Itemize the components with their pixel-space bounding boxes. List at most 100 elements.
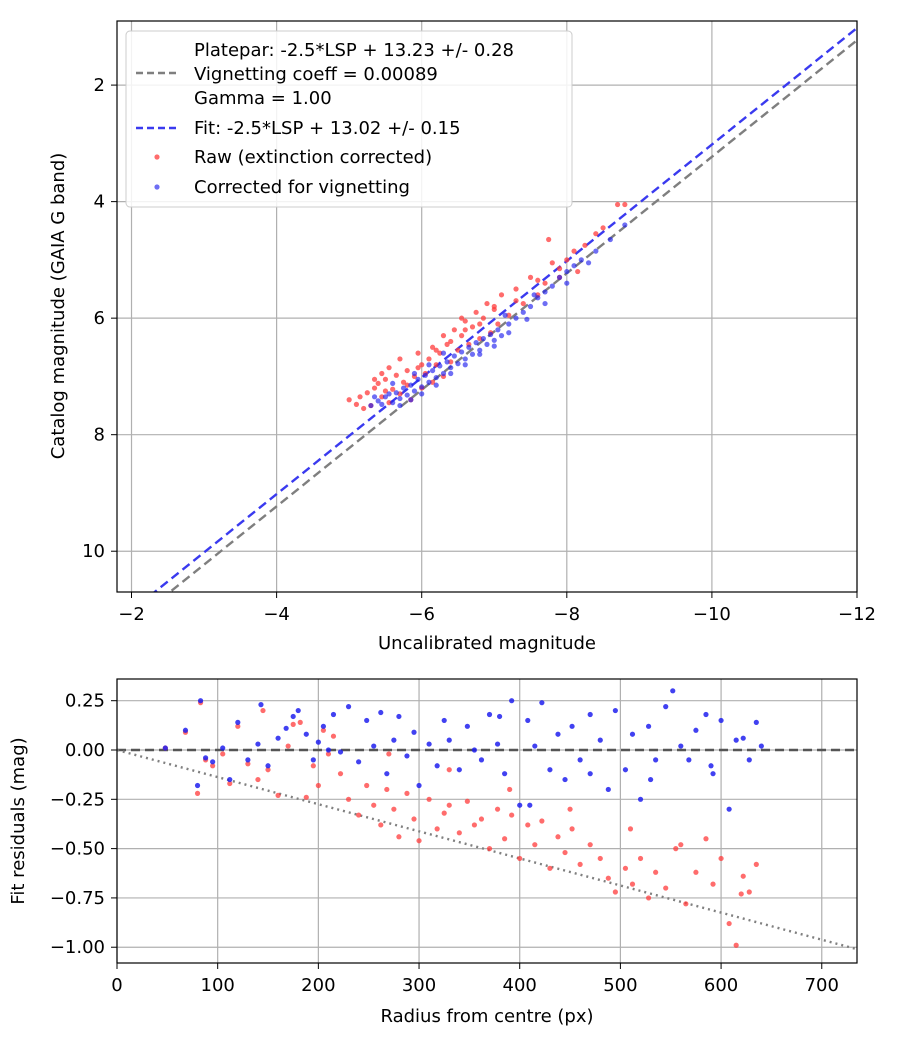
- bottom-corrected-point: [245, 757, 251, 763]
- bottom-raw-point: [517, 855, 523, 862]
- top-raw-point: [386, 400, 392, 406]
- top-corrected-point: [466, 344, 472, 350]
- bottom-raw-point: [210, 763, 216, 769]
- top-corrected-point: [397, 402, 403, 409]
- bottom-corrected-point: [587, 771, 593, 777]
- top-raw-point: [415, 365, 421, 371]
- top-raw-point: [448, 338, 454, 345]
- top-corrected-point: [506, 330, 512, 336]
- top-raw-point: [444, 341, 450, 347]
- bottom-corrected-point: [663, 704, 669, 710]
- bottom-raw-point: [194, 790, 201, 796]
- top-plot-frame: [116, 20, 858, 593]
- top-raw-point: [549, 260, 555, 266]
- top-raw-point: [364, 390, 370, 396]
- bottom-raw-point: [275, 792, 281, 798]
- top-corrected-point: [426, 362, 432, 368]
- top-corrected-point: [415, 376, 421, 382]
- bottom-corrected-point: [275, 735, 281, 741]
- top-corrected-point: [564, 268, 570, 275]
- bottom-x-tick-label: 300: [402, 975, 436, 996]
- bottom-raw-point: [290, 721, 296, 727]
- top-corrected-point: [571, 263, 577, 269]
- bottom-raw-point: [587, 842, 593, 848]
- bottom-corrected-point: [295, 707, 301, 714]
- bottom-corrected-point: [426, 741, 432, 747]
- bottom-corrected-point: [265, 763, 271, 769]
- bottom-raw-point: [384, 786, 390, 793]
- top-raw-point: [527, 274, 534, 280]
- bottom-raw-point: [220, 751, 226, 757]
- top-corrected-point: [542, 300, 548, 307]
- bottom-corrected-point: [197, 698, 204, 704]
- top-raw-point: [593, 231, 599, 237]
- bottom-raw-point: [678, 842, 684, 848]
- top-raw-point: [357, 394, 363, 400]
- bottom-corrected-point: [345, 704, 352, 710]
- top-y-tick-label: 6: [94, 308, 105, 329]
- bottom-raw-point: [315, 782, 321, 789]
- bottom-corrected-point: [686, 757, 692, 763]
- bottom-ticks: 0 100 200 300 400 500 600 700 0.25 0.00 −0.25 −0.50…: [50, 691, 839, 996]
- bottom-x-tick-label: 0: [111, 975, 122, 996]
- top-platepar-line: [168, 39, 857, 592]
- bottom-x-tick-label: 500: [603, 975, 637, 996]
- top-corrected-point: [488, 331, 494, 338]
- bottom-corrected-point: [290, 713, 296, 720]
- bottom-raw-point: [547, 865, 553, 871]
- top-raw-point: [480, 315, 486, 321]
- top-raw-point: [622, 201, 628, 208]
- top-corrected-point: [393, 390, 399, 396]
- top-raw-point: [459, 333, 465, 339]
- top-raw-point: [491, 303, 497, 310]
- bottom-x-tick-label: 700: [805, 975, 839, 996]
- bottom-raw-point: [718, 855, 724, 862]
- bottom-corrected-point: [283, 725, 289, 731]
- bottom-corrected-point: [645, 723, 652, 729]
- bottom-corrected-point: [325, 747, 332, 753]
- legend-fit-label: Fit: -2.5*LSP + 13.02 +/- 0.15: [194, 118, 461, 139]
- bottom-corrected-point: [446, 737, 452, 743]
- bottom-raw-point: [569, 826, 575, 832]
- bottom-corrected-point: [202, 755, 209, 761]
- bottom-corrected-point: [356, 759, 362, 765]
- bottom-corrected-point: [310, 757, 316, 763]
- top-corrected-point: [578, 257, 584, 263]
- top-corrected-point: [448, 365, 454, 371]
- bottom-raw-point: [446, 767, 452, 773]
- bottom-raw-point: [260, 707, 266, 714]
- top-raw-point: [571, 248, 577, 254]
- bottom-raw-point: [738, 891, 744, 897]
- top-corrected-point: [375, 398, 381, 404]
- legend-corrected-label: Corrected for vignetting: [194, 177, 410, 198]
- bottom-corrected-point: [210, 759, 216, 765]
- top-raw-point: [371, 385, 378, 391]
- bottom-y-tick-label: −0.50: [50, 839, 105, 860]
- top-corrected-point: [473, 340, 479, 346]
- top-corrected-point: [498, 333, 505, 339]
- top-corrected-point: [408, 397, 414, 403]
- bottom-corrected-point: [605, 786, 611, 793]
- bottom-raw-point: [507, 786, 513, 793]
- top-raw-point: [498, 292, 505, 298]
- top-raw-point: [382, 376, 389, 382]
- bottom-raw-point: [371, 802, 377, 808]
- bottom-corrected-point: [597, 737, 603, 743]
- top-corrected-point: [371, 394, 378, 400]
- bottom-corrected-point: [464, 723, 470, 729]
- bottom-raw-point: [629, 881, 636, 887]
- legend-raw-swatch: [154, 154, 160, 160]
- bottom-raw-point: [456, 830, 462, 836]
- top-corrected-point: [622, 222, 628, 228]
- top-raw-point: [546, 236, 552, 243]
- top-corrected-point: [419, 391, 425, 397]
- bottom-corrected-point: [733, 737, 739, 743]
- bottom-raw-point: [525, 822, 531, 828]
- bottom-raw-point: [416, 838, 422, 844]
- top-raw-point: [397, 356, 403, 362]
- bottom-corrected-point: [330, 711, 337, 718]
- bottom-corrected-point: [371, 743, 377, 749]
- top-points: [346, 201, 628, 412]
- top-corrected-point: [429, 367, 436, 374]
- bottom-corrected-point: [532, 743, 538, 749]
